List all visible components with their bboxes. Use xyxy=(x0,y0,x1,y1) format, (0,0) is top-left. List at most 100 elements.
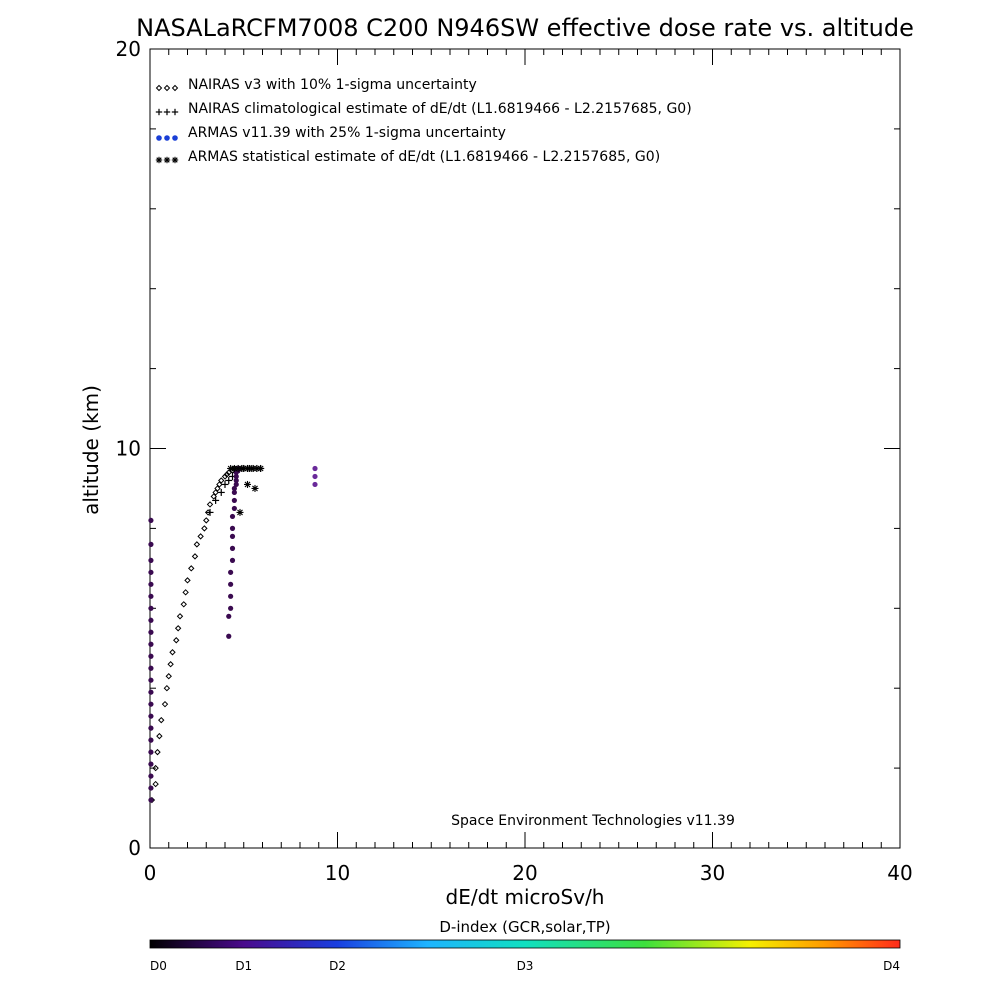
data-point-dot xyxy=(231,489,237,496)
data-point-dot xyxy=(233,481,239,488)
data-point-plus xyxy=(225,476,233,484)
data-point-diamond xyxy=(206,501,214,508)
data-point-dot xyxy=(148,773,154,779)
data-point-dot xyxy=(229,557,236,563)
data-point-dot xyxy=(148,749,154,755)
data-point-star xyxy=(155,156,163,164)
colorbar-label: D4 xyxy=(883,959,900,973)
y-tick-label: 20 xyxy=(116,37,141,61)
data-point-dot xyxy=(148,797,154,803)
data-point-dot xyxy=(148,569,154,575)
x-tick-label: 30 xyxy=(700,861,725,885)
data-point-diamond xyxy=(173,637,180,644)
legend-item: NAIRAS v3 with 10% 1-sigma uncertainty xyxy=(155,77,477,93)
data-point-star xyxy=(251,484,259,492)
colorbar-labels: D0 D1 D2 D3 D4 xyxy=(150,959,900,973)
data-point-diamond xyxy=(188,565,195,572)
data-point-plus xyxy=(155,108,163,116)
data-point-dot xyxy=(148,725,154,731)
colorbar-label: D2 xyxy=(329,959,346,973)
data-point-diamond xyxy=(182,589,189,596)
data-point-dot xyxy=(148,701,154,707)
data-point-dot xyxy=(148,713,154,719)
data-point-dot xyxy=(148,581,154,587)
data-point-dot xyxy=(148,605,154,611)
data-point-diamond xyxy=(216,481,223,488)
y-tick-label: 0 xyxy=(128,836,141,860)
data-point-diamond xyxy=(152,764,159,772)
data-point-diamond xyxy=(197,533,204,540)
colorbar-label: D0 xyxy=(150,959,167,973)
series-diamond xyxy=(148,465,238,804)
x-axis-label: dE/dt microSv/h xyxy=(446,885,605,909)
data-point-dot xyxy=(148,665,154,671)
data-point-dot xyxy=(228,569,234,575)
data-point-dot xyxy=(148,677,154,683)
data-point-dot xyxy=(312,465,318,472)
data-point-dot xyxy=(231,485,237,492)
data-point-plus xyxy=(217,488,225,496)
data-point-dot xyxy=(312,481,318,488)
axis-ticks xyxy=(149,48,901,849)
data-point-diamond xyxy=(169,649,176,656)
y-tick-labels: 0 10 20 xyxy=(116,37,141,860)
data-point-dot xyxy=(229,513,236,520)
data-point-dot xyxy=(148,785,154,791)
data-point-dot xyxy=(231,497,237,504)
x-tick-label: 0 xyxy=(144,861,157,885)
data-point-diamond xyxy=(218,477,225,484)
data-point-dot xyxy=(148,641,154,647)
data-point-dot xyxy=(148,541,154,547)
data-point-diamond xyxy=(154,748,161,756)
data-point-diamond xyxy=(174,625,182,632)
data-point-dot xyxy=(228,581,234,587)
legend-label: NAIRAS v3 with 10% 1-sigma uncertainty xyxy=(188,77,477,93)
credit-text: Space Environment Technologies v11.39 xyxy=(451,813,735,829)
colorbar-title: D-index (GCR,solar,TP) xyxy=(439,918,610,936)
data-point-plus xyxy=(171,108,179,116)
legend-item: ARMAS statistical estimate of dE/dt (L1.… xyxy=(155,149,660,165)
data-point-dot xyxy=(164,135,170,141)
data-point-dot xyxy=(148,653,154,659)
data-point-dot xyxy=(148,617,154,623)
colorbar-label: D3 xyxy=(517,959,534,973)
legend-label: NAIRAS climatological estimate of dE/dt … xyxy=(188,101,692,117)
data-point-diamond xyxy=(161,700,169,708)
data-point-dot xyxy=(148,517,154,524)
data-point-diamond xyxy=(221,473,229,480)
data-point-dot xyxy=(148,557,154,563)
data-point-dot xyxy=(148,629,154,635)
data-point-diamond xyxy=(180,601,187,608)
data-point-plus xyxy=(163,108,171,116)
data-point-diamond xyxy=(155,84,163,92)
colorbar xyxy=(149,939,901,949)
plot-frame xyxy=(149,48,901,849)
data-point-dot xyxy=(156,135,162,141)
data-point-diamond xyxy=(223,471,231,478)
data-point-dot xyxy=(231,505,237,512)
data-point-diamond xyxy=(163,684,171,692)
data-point-star xyxy=(163,156,171,164)
y-axis-label: altitude (km) xyxy=(79,385,103,515)
data-point-star xyxy=(257,464,265,472)
data-point-dot xyxy=(228,605,234,611)
data-point-plus xyxy=(221,480,229,488)
data-point-diamond xyxy=(203,517,210,524)
x-tick-label: 20 xyxy=(512,861,537,885)
y-tick-label: 10 xyxy=(116,437,141,461)
legend-item: NAIRAS climatological estimate of dE/dt … xyxy=(155,101,692,117)
series-star xyxy=(227,464,265,516)
legend-item: ARMAS v11.39 with 25% 1-sigma uncertaint… xyxy=(156,125,506,141)
series-dot xyxy=(148,465,318,803)
data-point-plus xyxy=(212,496,220,504)
data-point-dot xyxy=(229,533,236,539)
data-point-diamond xyxy=(152,780,159,788)
data-point-dot xyxy=(229,525,236,532)
data-point-star xyxy=(171,156,179,164)
data-point-dot xyxy=(226,633,232,639)
data-point-diamond xyxy=(210,493,217,500)
data-point-star xyxy=(244,480,251,488)
data-point-diamond xyxy=(176,613,184,620)
data-point-diamond xyxy=(171,84,179,92)
